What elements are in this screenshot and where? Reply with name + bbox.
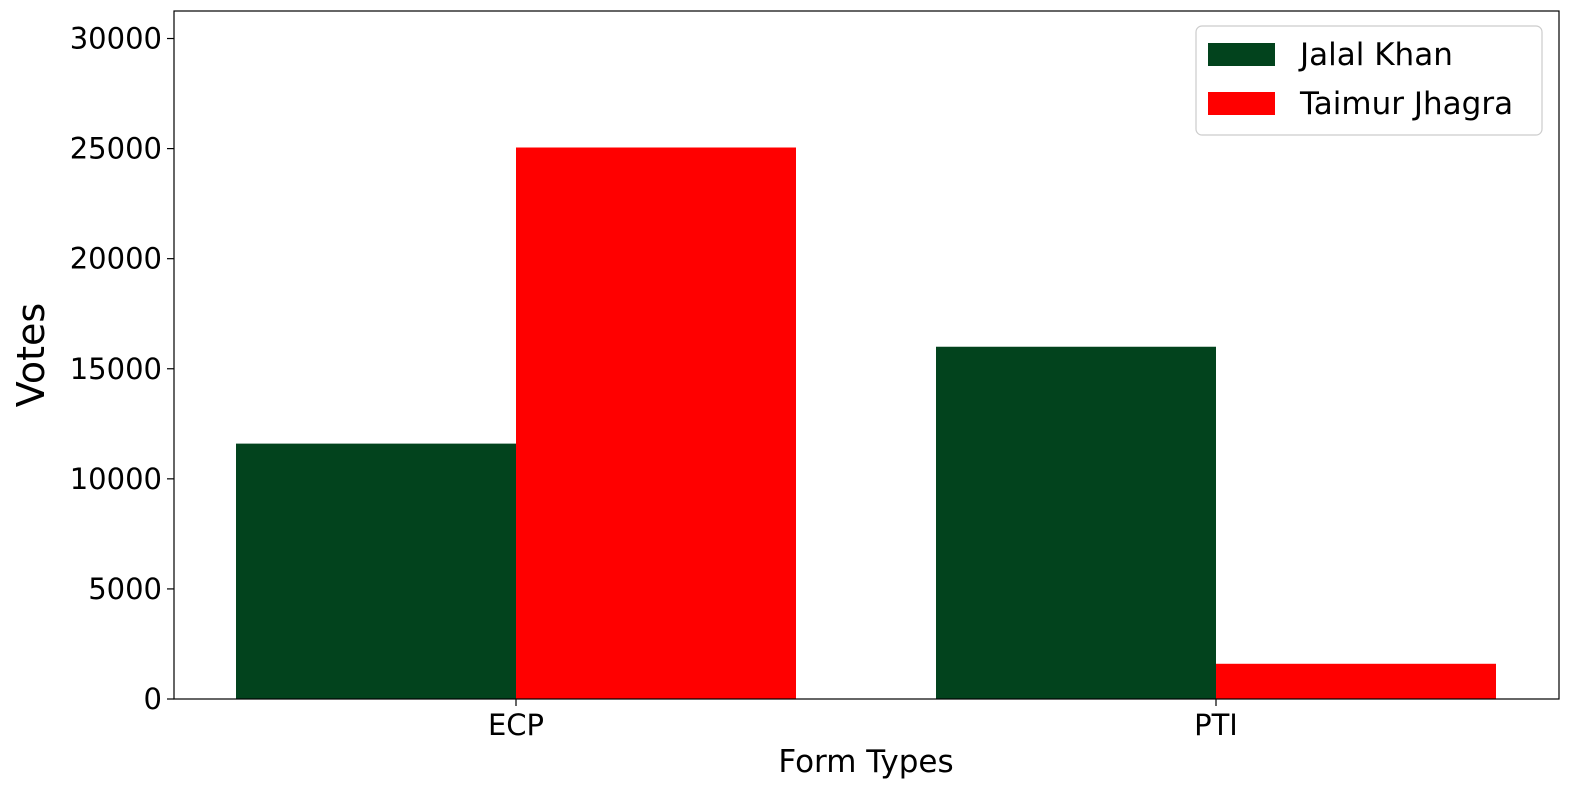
y-tick-label: 25000 (70, 132, 162, 166)
legend-box (1195, 25, 1543, 136)
x-axis-label: Form Types (778, 744, 953, 780)
x-tick-label-ecp: ECP (488, 708, 544, 742)
legend-label-jalal-khan: Jalal Khan (1298, 37, 1453, 73)
plot-frame (173, 10, 1560, 700)
bar-taimur-jhagra-pti (1216, 663, 1496, 699)
x-axis: ECP PTI (488, 699, 1238, 742)
bar-jalal-khan-pti (936, 346, 1216, 699)
legend-swatch-jalal-khan (1208, 43, 1275, 66)
legend-swatch-taimur-jhagra (1208, 92, 1275, 115)
y-tick-label: 20000 (70, 242, 162, 276)
bar-taimur-jhagra-ecp (516, 147, 796, 699)
y-tick-label: 10000 (70, 462, 162, 496)
y-axis-label: Votes (9, 303, 53, 407)
y-tick-label: 15000 (70, 352, 162, 386)
bars-group (236, 147, 1496, 699)
x-tick-label-pti: PTI (1194, 708, 1238, 742)
legend: Jalal Khan Taimur Jhagra (1195, 25, 1543, 136)
y-tick-label: 0 (144, 682, 162, 716)
y-axis: 0 5000 10000 15000 20000 25000 30000 (70, 22, 174, 716)
y-tick-label: 30000 (70, 22, 162, 56)
legend-label-taimur-jhagra: Taimur Jhagra (1299, 86, 1513, 122)
y-tick-label: 5000 (88, 572, 162, 606)
bar-jalal-khan-ecp (236, 443, 516, 699)
